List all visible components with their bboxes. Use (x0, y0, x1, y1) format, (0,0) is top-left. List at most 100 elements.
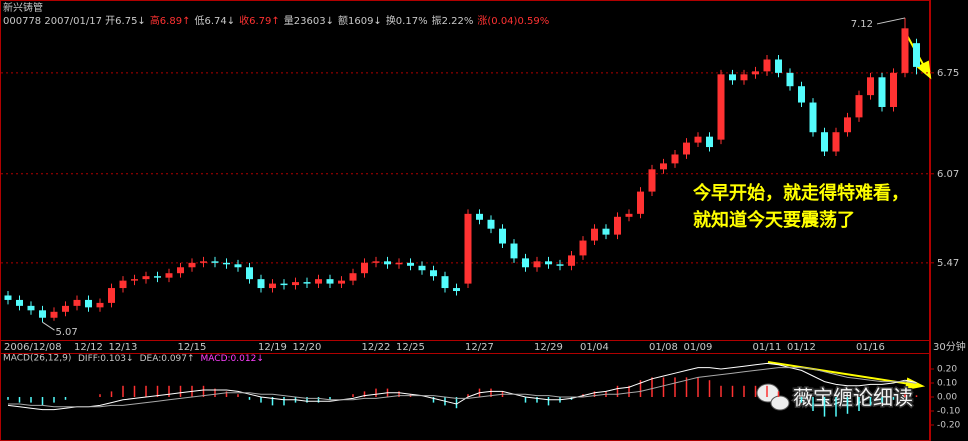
candle-body (430, 270, 437, 277)
candle-body (832, 132, 840, 152)
quote-part: 额1609↓ (338, 14, 382, 27)
candle-body (234, 264, 242, 268)
candle-body (223, 262, 230, 265)
candle-body (533, 261, 541, 268)
candle-body (568, 255, 575, 266)
candle-body (579, 240, 587, 256)
candle-body (867, 77, 874, 96)
x-tick-label: 12/19 (258, 342, 287, 353)
candle-body (326, 279, 334, 284)
candle-body (717, 74, 725, 140)
candle-body (878, 77, 886, 107)
candle-body (890, 72, 897, 107)
candle-body (625, 213, 633, 217)
x-tick-label: 12/20 (293, 342, 322, 353)
candle-body (338, 280, 345, 284)
candle-body (614, 216, 621, 235)
period-label: 30分钟 (933, 340, 966, 353)
x-tick-label: 01/12 (787, 342, 816, 353)
max-label: 7.12 (851, 19, 873, 30)
candle-body (660, 163, 667, 170)
macd-line (7, 362, 917, 411)
candle-body (16, 299, 23, 306)
macd-readouts: DIFF:0.103↓ DEA:0.097↑ MACD:0.012↓ (78, 354, 264, 364)
candle-body (487, 219, 495, 229)
candle-body (292, 282, 299, 286)
x-tick-label: 01/08 (649, 342, 678, 353)
candle-body (556, 264, 564, 266)
candle-body (372, 261, 380, 263)
min-label: 5.07 (56, 327, 78, 338)
x-tick-label: 01/04 (580, 342, 609, 353)
candle-body (395, 262, 403, 265)
candle-body (407, 262, 414, 266)
candle-body (269, 283, 276, 289)
quote-part: 涨(0.04)0.59% (477, 15, 549, 27)
candle-body (671, 154, 679, 164)
candle-body (798, 86, 805, 103)
quote-part: 低6.74↓ (194, 14, 235, 27)
y-tick-label: 0.10 (937, 379, 957, 389)
x-tick-label: 12/25 (396, 342, 425, 353)
x-tick-label: 12/27 (465, 342, 494, 353)
candle-body (648, 169, 656, 192)
quote-part: 收6.79↑ (239, 14, 280, 27)
max-leader (876, 17, 906, 25)
x-tick-label: 12/29 (534, 342, 563, 353)
macd-title: MACD(26,12,9) (3, 354, 71, 364)
candle-body (763, 59, 771, 72)
candle-body (211, 261, 219, 263)
x-tick-label: 01/09 (684, 342, 713, 353)
readout: DIFF:0.103↓ (78, 354, 134, 364)
candle-body (591, 228, 598, 241)
annotation: 今早开始，就走得特难看， (693, 182, 909, 204)
candle-body (62, 305, 69, 312)
candle-body (522, 258, 529, 268)
candle-body (280, 283, 288, 286)
candle-body (545, 261, 552, 265)
x-tick-label: 12/15 (178, 342, 207, 353)
quote-line: 000778 2007/01/17 开6.75↓ 高6.89↑ 低6.74↓ 收6.7… (3, 14, 549, 27)
candle-body (165, 273, 173, 278)
candle-body (315, 279, 322, 284)
candle-body (683, 142, 690, 155)
candle-body (752, 71, 759, 75)
macd-line (8, 367, 917, 408)
y-tick-label: -0.10 (937, 407, 961, 417)
candle-body (39, 310, 46, 318)
candle-body (706, 136, 713, 148)
candle-body (85, 299, 92, 308)
quote-part: 振2.22% (432, 14, 474, 27)
readout: MACD:0.012↓ (201, 354, 264, 364)
candle-body (499, 228, 506, 244)
arrow-shaft (767, 361, 911, 385)
candle-body (142, 276, 150, 280)
x-tick-label: 2006/12/08 (4, 342, 62, 353)
y-tick-label: 6.75 (937, 68, 959, 79)
candle-body (119, 280, 127, 289)
candle-body (303, 282, 311, 284)
candle-body (96, 302, 104, 308)
candle-body (901, 28, 909, 73)
candle-body (361, 262, 368, 274)
annotation: 就知道今天要震荡了 (693, 209, 855, 231)
candle-body (50, 311, 58, 318)
x-tick-label: 01/11 (753, 342, 782, 353)
y-tick-label: 5.47 (937, 258, 959, 269)
candle-body (855, 95, 863, 118)
x-tick-label: 12/22 (362, 342, 391, 353)
candle-body (177, 267, 184, 274)
y-tick-label: 0.00 (937, 393, 957, 403)
candle-body (786, 72, 794, 87)
candle-body (602, 228, 610, 235)
quote-part: 换0.17% (386, 14, 428, 27)
x-tick-label: 12/13 (109, 342, 138, 353)
candle-body (257, 279, 265, 289)
candle-body (476, 213, 483, 220)
y-tick-label: 0.20 (937, 365, 957, 375)
x-tick-label: 01/16 (856, 342, 885, 353)
candle-body (729, 74, 736, 81)
readout: DEA:0.097↑ (140, 354, 195, 364)
candle-body (108, 288, 115, 303)
